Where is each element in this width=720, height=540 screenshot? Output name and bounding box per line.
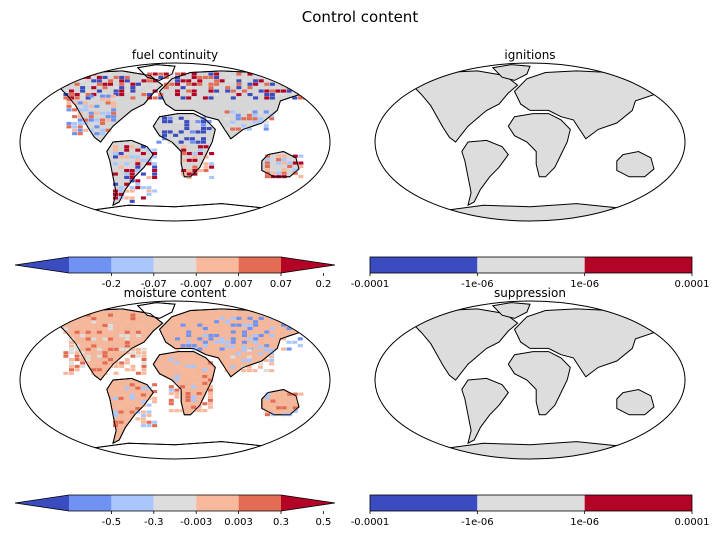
map-frame: [374, 62, 686, 222]
landmass-australia: [616, 388, 655, 416]
landmass-eurasia: [513, 308, 661, 378]
map-frame: [19, 300, 331, 460]
colorbar-tick-label: 0.5: [315, 517, 331, 528]
colorbar-tick-label: -0.007: [180, 279, 212, 290]
colorbar-1: -0.2 -0.07 -0.007 0.007 0.07 0.2: [14, 256, 336, 290]
map-panel-3: [19, 300, 331, 460]
colorbar-tick-label: 0.07: [270, 279, 292, 290]
colorbar-tick-label: -0.2: [102, 279, 122, 290]
panel-title-fuel-continuity: fuel continuity: [131, 48, 219, 62]
colorbar-tick-label: -0.5: [102, 517, 122, 528]
colorbar-tick-label: -0.0001: [351, 279, 390, 290]
panel-title-ignitions: ignitions: [504, 48, 556, 62]
colorbar-tick-label: -0.003: [180, 517, 212, 528]
landmass-samerica: [461, 377, 509, 445]
colorbar-tick-label: -1e-06: [461, 279, 493, 290]
map-panel-2: [374, 62, 686, 222]
colorbar-2: -0.0001 -1e-06 1e-06 0.0001: [351, 256, 710, 290]
anomaly-pixels: [63, 72, 309, 203]
colorbar-tick-label: -0.07: [141, 279, 167, 290]
colorbar-tick-label: 0.003: [224, 517, 253, 528]
map-frame: [19, 62, 331, 222]
colorbar-tick-label: 0.3: [273, 517, 289, 528]
colorbar-tick-label: 0.0001: [675, 279, 710, 290]
landmass-samerica: [461, 139, 509, 207]
colorbar-tick-label: 0.007: [224, 279, 253, 290]
figure-title: Control content: [301, 8, 419, 26]
landmass-africa: [507, 113, 571, 178]
colorbar-3: -0.5 -0.3 -0.003 0.003 0.3 0.5: [14, 494, 336, 528]
landmass-greenland: [491, 302, 531, 319]
panel-title-suppression: suppression: [494, 286, 566, 300]
colorbar-tick-label: 1e-06: [570, 279, 599, 290]
landmass-greenland: [491, 64, 531, 81]
panel-title-moisture-content: moisture content: [123, 286, 227, 300]
landmass-australia: [616, 150, 655, 178]
colorbar-tick-label: 0.0001: [675, 517, 710, 528]
colorbar-tick-label: -0.3: [144, 517, 164, 528]
colorbar-4: -0.0001 -1e-06 1e-06 0.0001: [351, 494, 710, 528]
map-panel-1: [19, 62, 331, 222]
colorbar-tick-label: 1e-06: [570, 517, 599, 528]
colorbar-tick-label: 0.2: [315, 279, 331, 290]
landmass-africa: [507, 351, 571, 416]
landmass-eurasia: [513, 70, 661, 140]
colorbar-tick-label: -1e-06: [461, 517, 493, 528]
map-panel-4: [374, 300, 686, 460]
map-frame: [374, 300, 686, 460]
colorbar-tick-label: -0.0001: [351, 517, 390, 528]
